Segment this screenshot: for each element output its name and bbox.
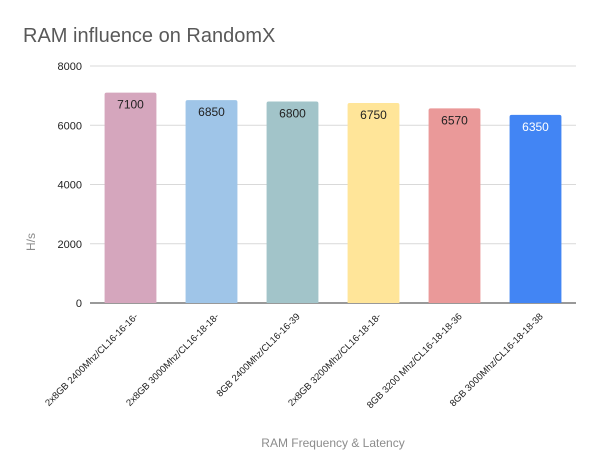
grid-lines	[90, 65, 576, 304]
bars	[104, 92, 562, 304]
y-tick-label: 0	[76, 298, 82, 310]
x-axis-label: RAM Frequency & Latency	[261, 436, 404, 450]
x-tick-labels: 2x8GB 2400Mhz/CL16-16-16-2x8GB 3000Mhz/C…	[43, 311, 545, 411]
data-label: 6570	[441, 113, 468, 127]
x-tick-label: 8GB 2400Mhz/CL16-16-39	[215, 311, 303, 399]
y-tick-label: 8000	[58, 61, 82, 73]
data-label: 6350	[522, 120, 549, 134]
data-label: 6850	[198, 105, 225, 119]
bar	[266, 101, 319, 303]
x-tick-label: 2x8GB 2400Mhz/CL16-16-16-	[43, 311, 140, 408]
x-tick-label: 2x8GB 3000Mhz/CL16-18-18-	[124, 311, 221, 408]
chart-title: RAM influence on RandomX	[23, 25, 275, 47]
bar	[185, 100, 238, 303]
data-label: 6750	[360, 108, 387, 122]
y-axis-label: H/s	[24, 233, 38, 251]
data-label: 7100	[117, 98, 144, 112]
bar	[509, 114, 562, 303]
y-tick-label: 4000	[58, 180, 82, 192]
x-tick-label: 8GB 3200 Mhz/CL16-18-18-36	[365, 311, 465, 411]
y-tick-label: 6000	[58, 120, 82, 132]
bar	[347, 103, 400, 303]
y-tick-label: 2000	[58, 239, 82, 251]
y-tick-labels: 0 2000 4000 6000 8000	[58, 61, 82, 310]
bar	[428, 108, 481, 304]
x-tick-label: 8GB 3000Mhz/CL16-18-18-38	[448, 311, 546, 409]
data-labels: 7100 6850 6800 6750 6570 6350	[117, 98, 549, 134]
data-label: 6800	[279, 107, 306, 121]
bar	[104, 92, 157, 303]
x-tick-label: 2x8GB 3200Mhz/CL16-18-18-	[286, 311, 383, 408]
